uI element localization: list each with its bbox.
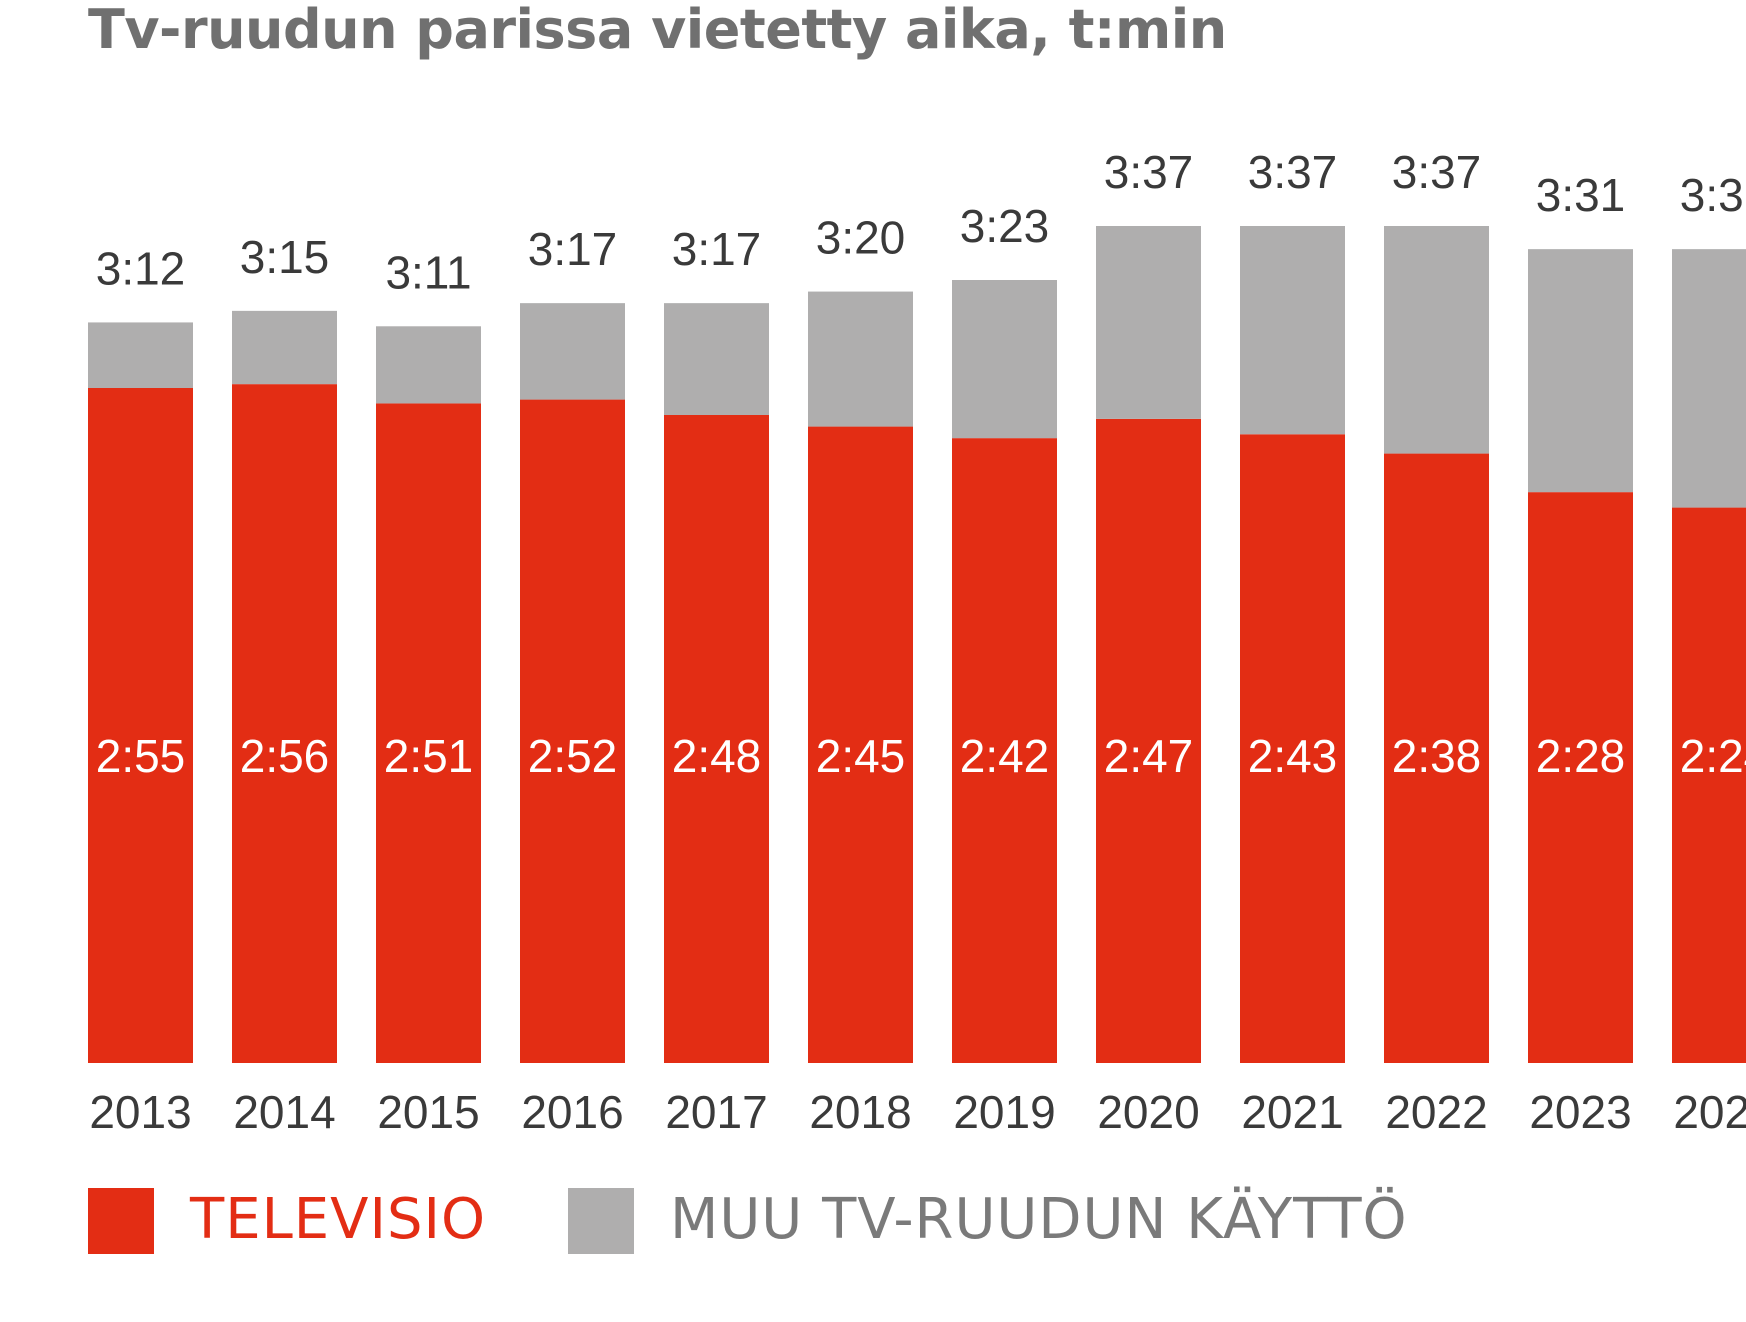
televisio-label-2020: 2:47 (1104, 730, 1194, 782)
total-label-2015: 3:11 (385, 246, 471, 298)
bar-televisio-2013 (88, 388, 193, 1063)
legend: TELEVISIO MUU TV-RUUDUN KÄYTTÖ (88, 1185, 1688, 1255)
year-label-2014: 2014 (233, 1086, 335, 1138)
total-label-2019: 3:23 (960, 200, 1050, 252)
year-label-2016: 2016 (521, 1086, 623, 1138)
total-label-2014: 3:15 (240, 231, 330, 283)
televisio-label-2019: 2:42 (960, 730, 1050, 782)
bars-layer (88, 226, 1746, 1064)
stacked-bar-chart: 3:12 2:55 2013 3:15 2:56 2014 3:11 2:51 2015 3:17… (88, 146, 1746, 1138)
bar-televisio-2024 (1672, 507, 1746, 1064)
legend-swatch-muu (568, 1188, 634, 1254)
bar-televisio-2020 (1096, 418, 1201, 1063)
televisio-label-2022: 2:38 (1392, 730, 1482, 782)
bar-muu-2024 (1672, 249, 1746, 508)
year-label-2018: 2018 (809, 1086, 911, 1138)
bar-muu-2021 (1240, 226, 1345, 435)
year-label-2024: 2024 (1673, 1086, 1746, 1138)
bar-muu-2019 (952, 280, 1057, 439)
televisio-label-2014: 2:56 (240, 730, 330, 782)
bar-muu-2023 (1528, 249, 1633, 493)
year-label-2022: 2022 (1385, 1086, 1487, 1138)
total-label-2020: 3:37 (1104, 146, 1194, 198)
bar-televisio-2017 (664, 415, 769, 1063)
televisio-label-2015: 2:51 (384, 730, 474, 782)
legend-label-muu: MUU TV-RUUDUN KÄYTTÖ (670, 1187, 1408, 1252)
bar-muu-2015 (376, 326, 481, 404)
bar-televisio-2014 (232, 384, 337, 1064)
bar-muu-2018 (808, 291, 913, 427)
televisio-label-2017: 2:48 (672, 730, 762, 782)
televisio-label-2021: 2:43 (1248, 730, 1338, 782)
televisio-label-2016: 2:52 (528, 730, 618, 782)
bar-televisio-2023 (1528, 492, 1633, 1064)
bar-muu-2022 (1384, 226, 1489, 454)
chart-title: Tv-ruudun parissa vietetty aika, t:min (88, 0, 1227, 61)
total-label-2013: 3:12 (96, 242, 186, 294)
year-label-2015: 2015 (377, 1086, 479, 1138)
bar-muu-2013 (88, 322, 193, 388)
year-label-2019: 2019 (953, 1086, 1055, 1138)
year-label-2023: 2023 (1529, 1086, 1631, 1138)
bar-muu-2017 (664, 303, 769, 415)
legend-swatch-televisio (88, 1188, 154, 1254)
bar-muu-2020 (1096, 226, 1201, 419)
bar-televisio-2022 (1384, 453, 1489, 1064)
total-label-2016: 3:17 (528, 223, 618, 275)
total-label-2018: 3:20 (816, 212, 906, 264)
total-label-2022: 3:37 (1392, 146, 1482, 198)
year-label-2021: 2021 (1241, 1086, 1343, 1138)
bar-televisio-2015 (376, 403, 481, 1063)
televisio-label-2024: 2:24 (1680, 730, 1746, 782)
year-label-2013: 2013 (89, 1086, 191, 1138)
legend-label-televisio: TELEVISIO (190, 1187, 487, 1252)
televisio-label-2018: 2:45 (816, 730, 906, 782)
bar-televisio-2016 (520, 399, 625, 1064)
total-label-2021: 3:37 (1248, 146, 1338, 198)
bar-televisio-2019 (952, 438, 1057, 1064)
total-label-2024: 3:31 (1680, 169, 1746, 221)
bar-muu-2016 (520, 303, 625, 400)
bar-televisio-2021 (1240, 434, 1345, 1063)
televisio-label-2013: 2:55 (96, 730, 186, 782)
year-label-2020: 2020 (1097, 1086, 1199, 1138)
total-label-2017: 3:17 (672, 223, 762, 275)
labels-layer: 3:12 2:55 2013 3:15 2:56 2014 3:11 2:51 2015 3:17… (89, 146, 1746, 1138)
bar-televisio-2018 (808, 426, 913, 1064)
total-label-2023: 3:31 (1536, 169, 1626, 221)
televisio-label-2023: 2:28 (1536, 730, 1626, 782)
year-label-2017: 2017 (665, 1086, 767, 1138)
bar-muu-2014 (232, 310, 337, 385)
